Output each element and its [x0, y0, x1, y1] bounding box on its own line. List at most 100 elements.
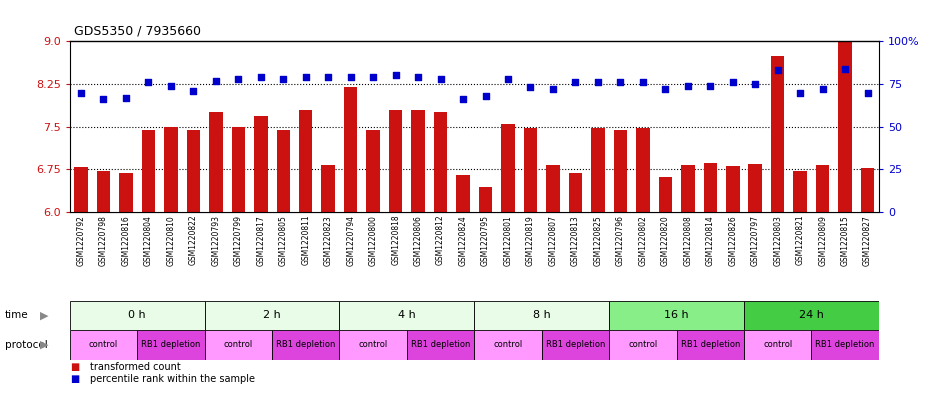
Point: [411, 74, 426, 80]
Bar: [681, 165, 695, 212]
Text: RB1 depletion: RB1 depletion: [141, 340, 201, 349]
Text: transformed count: transformed count: [90, 362, 181, 372]
Text: GSM1220816: GSM1220816: [122, 215, 130, 266]
Text: GSM1220807: GSM1220807: [549, 215, 557, 266]
Bar: [479, 187, 492, 212]
Bar: [726, 166, 739, 212]
Text: time: time: [5, 310, 28, 320]
Point: [456, 96, 471, 103]
Bar: [838, 41, 852, 212]
Point: [681, 83, 696, 89]
Text: control: control: [89, 340, 118, 349]
Text: GSM1220792: GSM1220792: [76, 215, 86, 266]
Point: [253, 74, 268, 80]
Bar: [744, 330, 811, 360]
Text: GSM1220818: GSM1220818: [392, 215, 400, 266]
Text: GSM1220820: GSM1220820: [661, 215, 670, 266]
Point: [792, 89, 807, 95]
Text: 4 h: 4 h: [398, 310, 416, 320]
Text: GSM1220813: GSM1220813: [571, 215, 580, 266]
Text: percentile rank within the sample: percentile rank within the sample: [90, 374, 255, 384]
Text: GSM1220815: GSM1220815: [841, 215, 850, 266]
Text: GSM1220809: GSM1220809: [818, 215, 827, 266]
Bar: [322, 165, 335, 212]
Bar: [591, 129, 604, 212]
Point: [388, 72, 403, 79]
Point: [73, 89, 88, 95]
Text: GSM1220825: GSM1220825: [593, 215, 603, 266]
Bar: [138, 330, 205, 360]
Bar: [703, 163, 717, 212]
Bar: [609, 301, 744, 330]
Bar: [272, 330, 339, 360]
Text: GSM1220797: GSM1220797: [751, 215, 760, 266]
Bar: [658, 177, 672, 212]
Bar: [861, 168, 874, 212]
Point: [860, 89, 875, 95]
Bar: [676, 330, 744, 360]
Point: [186, 88, 201, 94]
Point: [816, 86, 830, 92]
Point: [748, 81, 763, 87]
Text: protocol: protocol: [5, 340, 47, 350]
Text: control: control: [224, 340, 253, 349]
Bar: [541, 330, 609, 360]
Point: [343, 74, 358, 80]
Bar: [744, 301, 879, 330]
Text: GSM1220798: GSM1220798: [99, 215, 108, 266]
Bar: [816, 165, 830, 212]
Bar: [433, 112, 447, 212]
Bar: [609, 330, 676, 360]
Point: [658, 86, 672, 92]
Bar: [457, 175, 470, 212]
Text: control: control: [764, 340, 792, 349]
Text: GDS5350 / 7935660: GDS5350 / 7935660: [74, 24, 202, 37]
Bar: [339, 301, 474, 330]
Text: GSM1220804: GSM1220804: [144, 215, 153, 266]
Text: GSM1220824: GSM1220824: [458, 215, 468, 266]
Bar: [546, 165, 560, 212]
Bar: [97, 171, 110, 212]
Text: RB1 depletion: RB1 depletion: [816, 340, 875, 349]
Bar: [406, 330, 474, 360]
Text: GSM1220810: GSM1220810: [166, 215, 176, 266]
Text: GSM1220793: GSM1220793: [211, 215, 220, 266]
Bar: [501, 124, 514, 212]
Bar: [254, 116, 268, 212]
Point: [299, 74, 313, 80]
Point: [568, 79, 583, 85]
Bar: [70, 301, 205, 330]
Point: [96, 96, 111, 103]
Text: control: control: [494, 340, 523, 349]
Bar: [389, 110, 403, 212]
Text: GSM1220811: GSM1220811: [301, 215, 311, 266]
Bar: [344, 87, 357, 212]
Point: [703, 83, 718, 89]
Text: 0 h: 0 h: [128, 310, 146, 320]
Text: RB1 depletion: RB1 depletion: [546, 340, 605, 349]
Text: control: control: [359, 340, 388, 349]
Point: [770, 67, 785, 73]
Text: 2 h: 2 h: [263, 310, 281, 320]
Point: [321, 74, 336, 80]
Bar: [636, 128, 649, 212]
Point: [478, 93, 493, 99]
Point: [231, 76, 246, 82]
Bar: [119, 173, 133, 212]
Bar: [187, 130, 200, 212]
Text: GSM1220823: GSM1220823: [324, 215, 333, 266]
Bar: [524, 129, 538, 212]
Text: GSM1220817: GSM1220817: [257, 215, 265, 266]
Bar: [276, 130, 290, 212]
Bar: [614, 130, 627, 212]
Text: RB1 depletion: RB1 depletion: [681, 340, 740, 349]
Text: ■: ■: [70, 374, 79, 384]
Bar: [771, 55, 784, 212]
Bar: [411, 110, 425, 212]
Text: RB1 depletion: RB1 depletion: [276, 340, 336, 349]
Text: GSM1220826: GSM1220826: [728, 215, 737, 266]
Text: 24 h: 24 h: [799, 310, 824, 320]
Point: [523, 84, 538, 90]
Bar: [209, 112, 222, 212]
Bar: [749, 164, 762, 212]
